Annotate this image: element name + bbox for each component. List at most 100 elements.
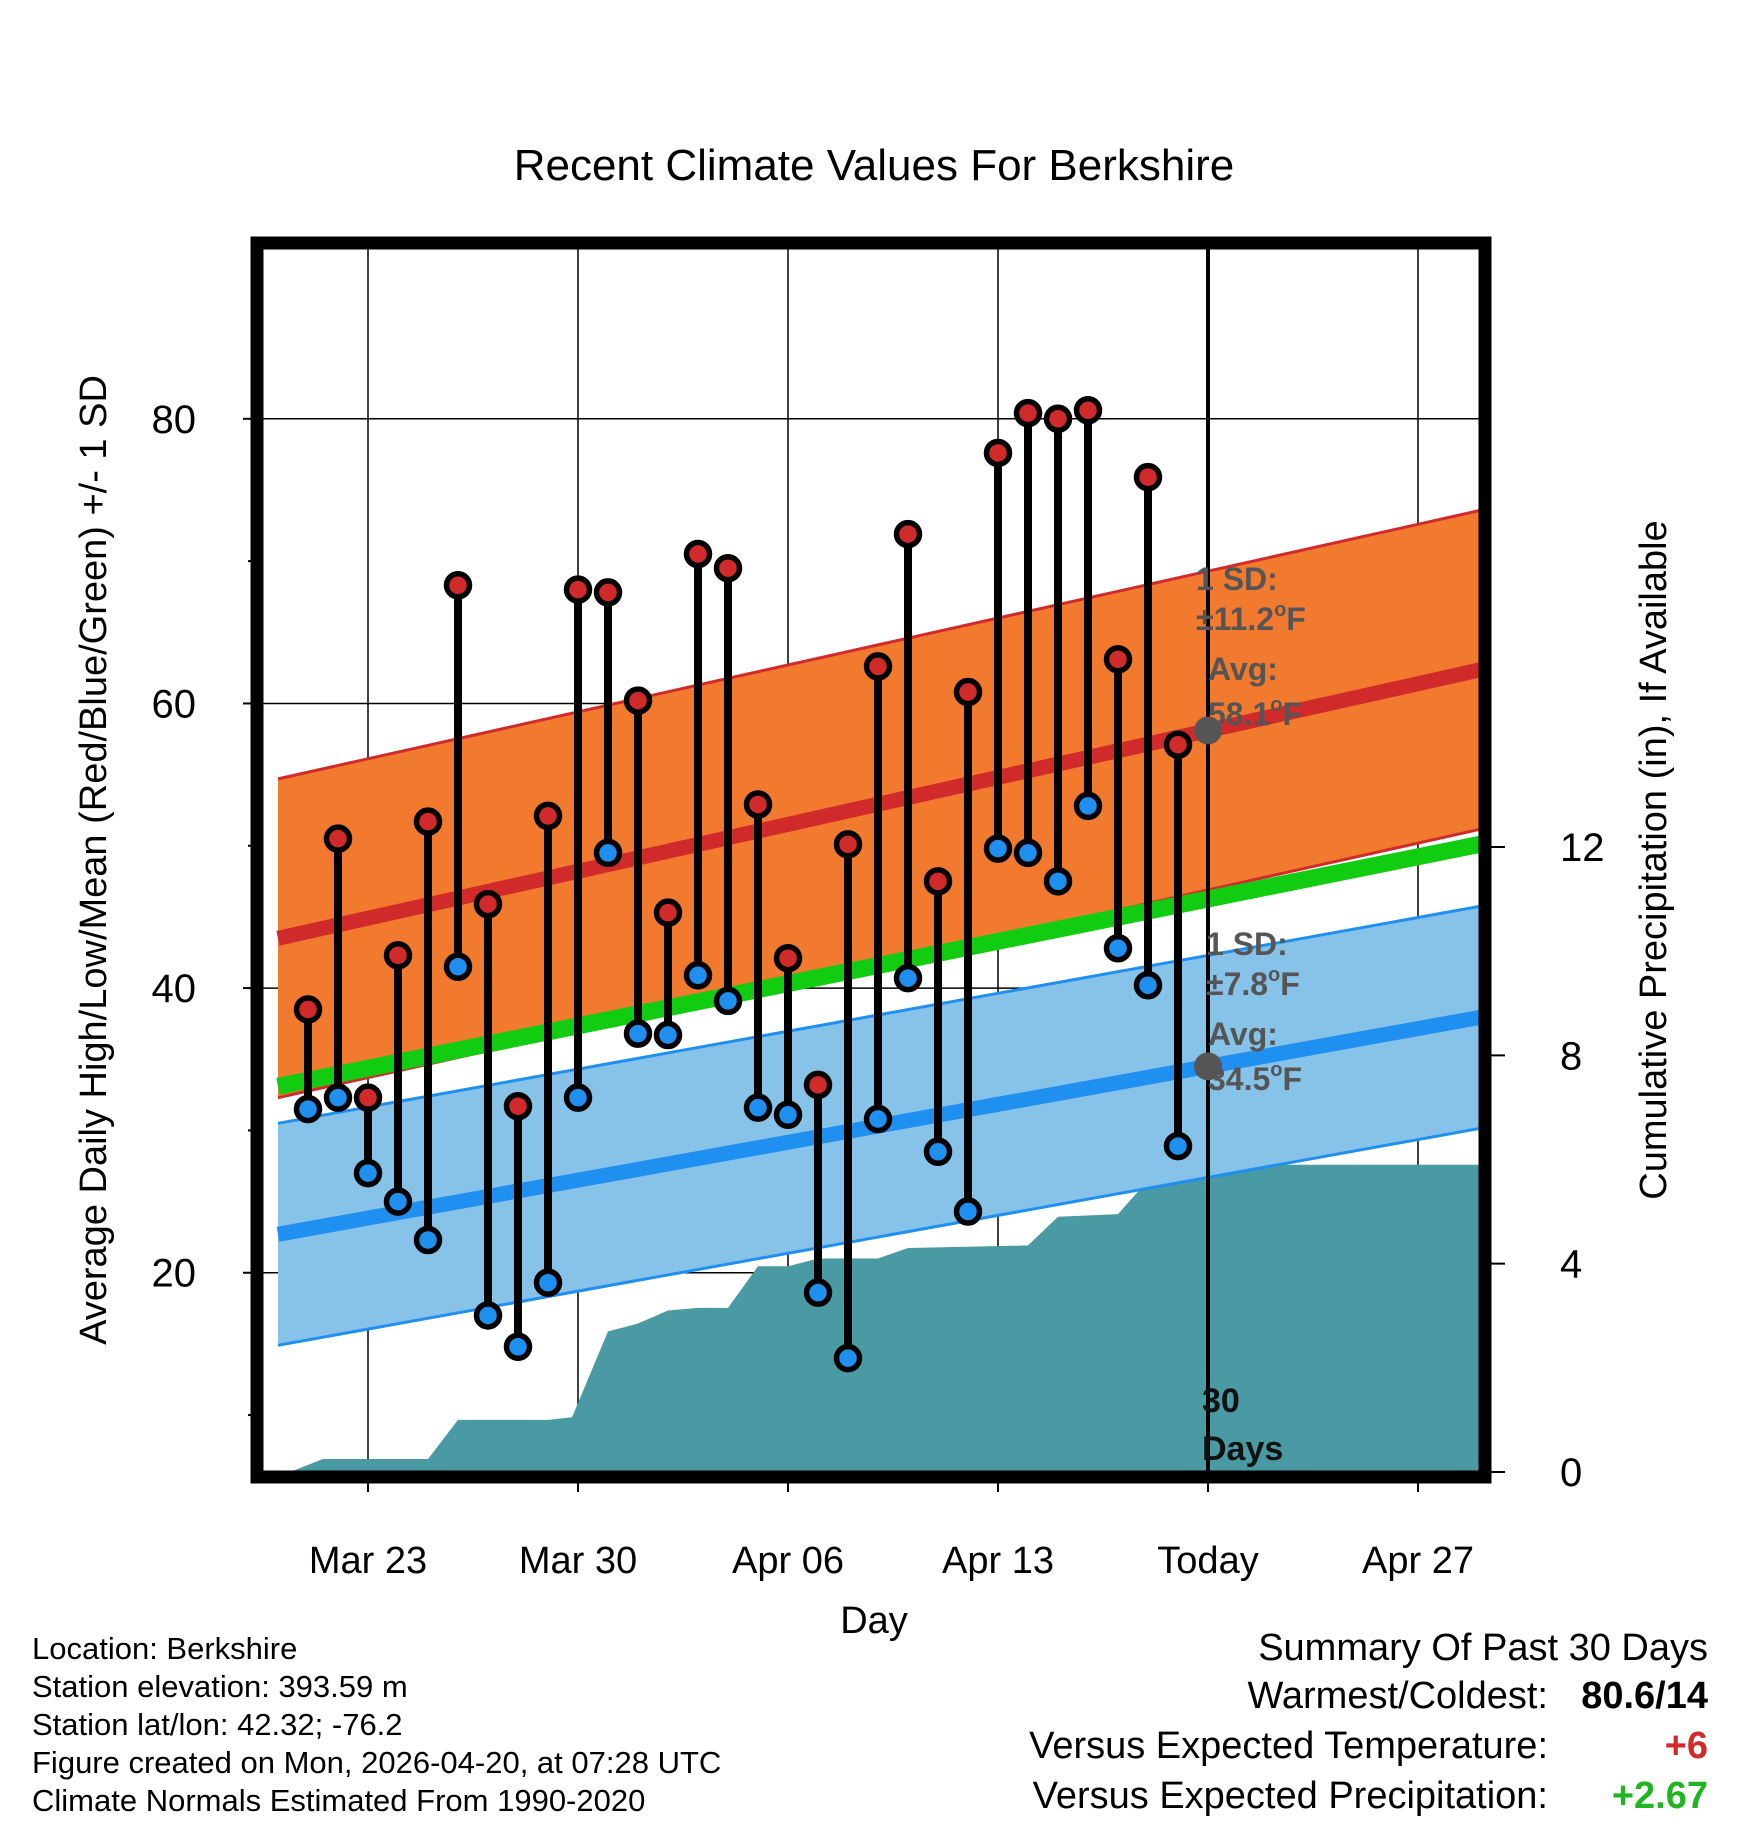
daily-high-marker <box>563 575 593 604</box>
station-info: Location: Berkshire Station elevation: 3… <box>32 1630 721 1820</box>
summary-warmest-row: Warmest/Coldest: 80.6/14 <box>1029 1671 1708 1721</box>
y-tick-label: 20 <box>152 1252 197 1296</box>
daily-low-marker <box>443 952 473 981</box>
daily-low-marker <box>323 1083 353 1112</box>
x-tick-label: Apr 13 <box>942 1540 1054 1582</box>
daily-high-marker <box>1163 730 1193 759</box>
daily-high-marker <box>1133 462 1163 492</box>
daily-high-marker <box>443 571 473 600</box>
daily-low-marker <box>983 834 1013 863</box>
daily-high-marker <box>713 553 743 583</box>
days-label-number: 30 <box>1202 1382 1240 1420</box>
daily-low-marker <box>503 1332 533 1362</box>
low-normal-line <box>276 1009 1480 1242</box>
y-tick-label: 40 <box>152 967 197 1011</box>
y2-tick-label: 4 <box>1560 1243 1582 1287</box>
daily-low-marker <box>863 1104 893 1134</box>
daily-low-marker <box>893 963 923 993</box>
daily-low-marker <box>623 1019 653 1048</box>
daily-high-marker <box>473 889 503 919</box>
daily-low-marker <box>1133 970 1163 1000</box>
daily-low-marker <box>803 1278 833 1307</box>
summary-precip-row: Versus Expected Precipitation: +2.67 <box>1029 1771 1708 1821</box>
normals-text: Climate Normals Estimated From 1990-2020 <box>32 1783 646 1818</box>
daily-high-marker <box>803 1070 833 1100</box>
high-band-top <box>277 508 1480 781</box>
axes: 20 40 60 80 0 4 8 12 Mar 23 Mar 30 Apr 06 Apr 13 Tod… <box>152 236 1605 1582</box>
low-annotation-avg-value: 34.5oF <box>1208 1059 1302 1097</box>
daily-high-marker <box>353 1083 383 1112</box>
daily-high-marker <box>383 941 413 970</box>
low-band-top <box>277 904 1480 1125</box>
daily-low-marker <box>713 986 743 1016</box>
y-axis-label: Average Daily High/Low/Mean (Red/Blue/Gr… <box>73 375 115 1345</box>
daily-high-marker <box>503 1091 533 1121</box>
daily-low-marker <box>683 961 713 990</box>
daily-low-marker <box>473 1301 503 1330</box>
daily-low-marker <box>773 1100 803 1130</box>
daily-low-marker <box>593 838 623 868</box>
daily-high-marker <box>323 824 353 853</box>
y-tick-label: 60 <box>152 682 197 726</box>
daily-low-marker <box>923 1137 953 1167</box>
y2-tick-label: 12 <box>1560 826 1605 870</box>
daily-low-marker <box>833 1343 863 1373</box>
daily-low-marker <box>1163 1131 1193 1161</box>
low-annotation-sd-label: 1 SD: <box>1206 926 1288 962</box>
daily-low-marker <box>1013 838 1043 868</box>
precip-value: +2.67 <box>1611 1775 1708 1817</box>
daily-high-marker <box>1103 645 1133 674</box>
daily-low-marker <box>653 1020 683 1050</box>
daily-low-marker <box>383 1187 413 1216</box>
temp-label: Versus Expected Temperature: <box>1029 1725 1548 1767</box>
chart-title: Recent Climate Values For Berkshire <box>514 141 1235 190</box>
daily-low-marker <box>413 1225 443 1255</box>
daily-high-marker <box>743 790 773 819</box>
daily-low-marker <box>743 1093 773 1122</box>
daily-high-marker <box>413 807 443 836</box>
plot-content <box>262 248 1480 1472</box>
daily-high-marker <box>773 943 803 973</box>
created-text: Figure created on Mon, 2026-04-20, at 07… <box>32 1745 722 1780</box>
warmest-label: Warmest/Coldest: <box>1247 1675 1548 1717</box>
warmest-value: 80.6/14 <box>1581 1675 1708 1717</box>
daily-high-marker <box>953 677 983 707</box>
daily-high-marker <box>863 652 893 681</box>
daily-low-marker <box>1103 933 1133 963</box>
daily-low-marker <box>1073 791 1103 821</box>
elevation-text: Station elevation: 393.59 m <box>32 1669 408 1704</box>
daily-high-marker <box>833 830 863 859</box>
daily-low-marker <box>563 1083 593 1112</box>
daily-low-marker <box>353 1158 383 1188</box>
y2-tick-label: 0 <box>1560 1451 1582 1495</box>
high-annotation-avg-label: Avg: <box>1208 651 1278 687</box>
summary-title: Summary Of Past 30 Days <box>1258 1627 1708 1669</box>
plot-frame <box>250 236 1492 1484</box>
x-tick-label: Mar 23 <box>309 1540 427 1582</box>
daily-high-marker <box>983 438 1013 468</box>
daily-high-marker <box>1073 396 1103 425</box>
low-annotation-avg-label: Avg: <box>1208 1016 1278 1052</box>
daily-high-marker <box>923 867 953 896</box>
daily-high-marker <box>293 995 323 1024</box>
low-annotation-sd-value: ±7.8oF <box>1206 964 1300 1002</box>
y2-axis-label: Cumulative Precipitation (in), If Availa… <box>1633 520 1675 1199</box>
latlon-text: Station lat/lon: 42.32; -76.2 <box>32 1707 403 1742</box>
x-tick-label: Today <box>1157 1540 1258 1582</box>
x-tick-label: Mar 30 <box>519 1540 637 1582</box>
daily-high-marker <box>683 539 713 569</box>
daily-high-marker <box>623 686 653 715</box>
daily-high-marker <box>893 519 923 549</box>
x-axis-label: Day <box>840 1600 908 1642</box>
precip-area <box>290 1164 1480 1472</box>
x-tick-label: Apr 27 <box>1362 1540 1474 1582</box>
precip-label: Versus Expected Precipitation: <box>1032 1775 1548 1817</box>
daily-high-marker <box>593 578 623 607</box>
x-tick-label: Apr 06 <box>732 1540 844 1582</box>
low-avg-marker <box>1194 1052 1222 1081</box>
summary-temp-row: Versus Expected Temperature: +6 <box>1029 1721 1708 1771</box>
summary-panel: Summary Of Past 30 Days Warmest/Coldest:… <box>1029 1625 1708 1821</box>
daily-low-marker <box>1043 867 1073 896</box>
